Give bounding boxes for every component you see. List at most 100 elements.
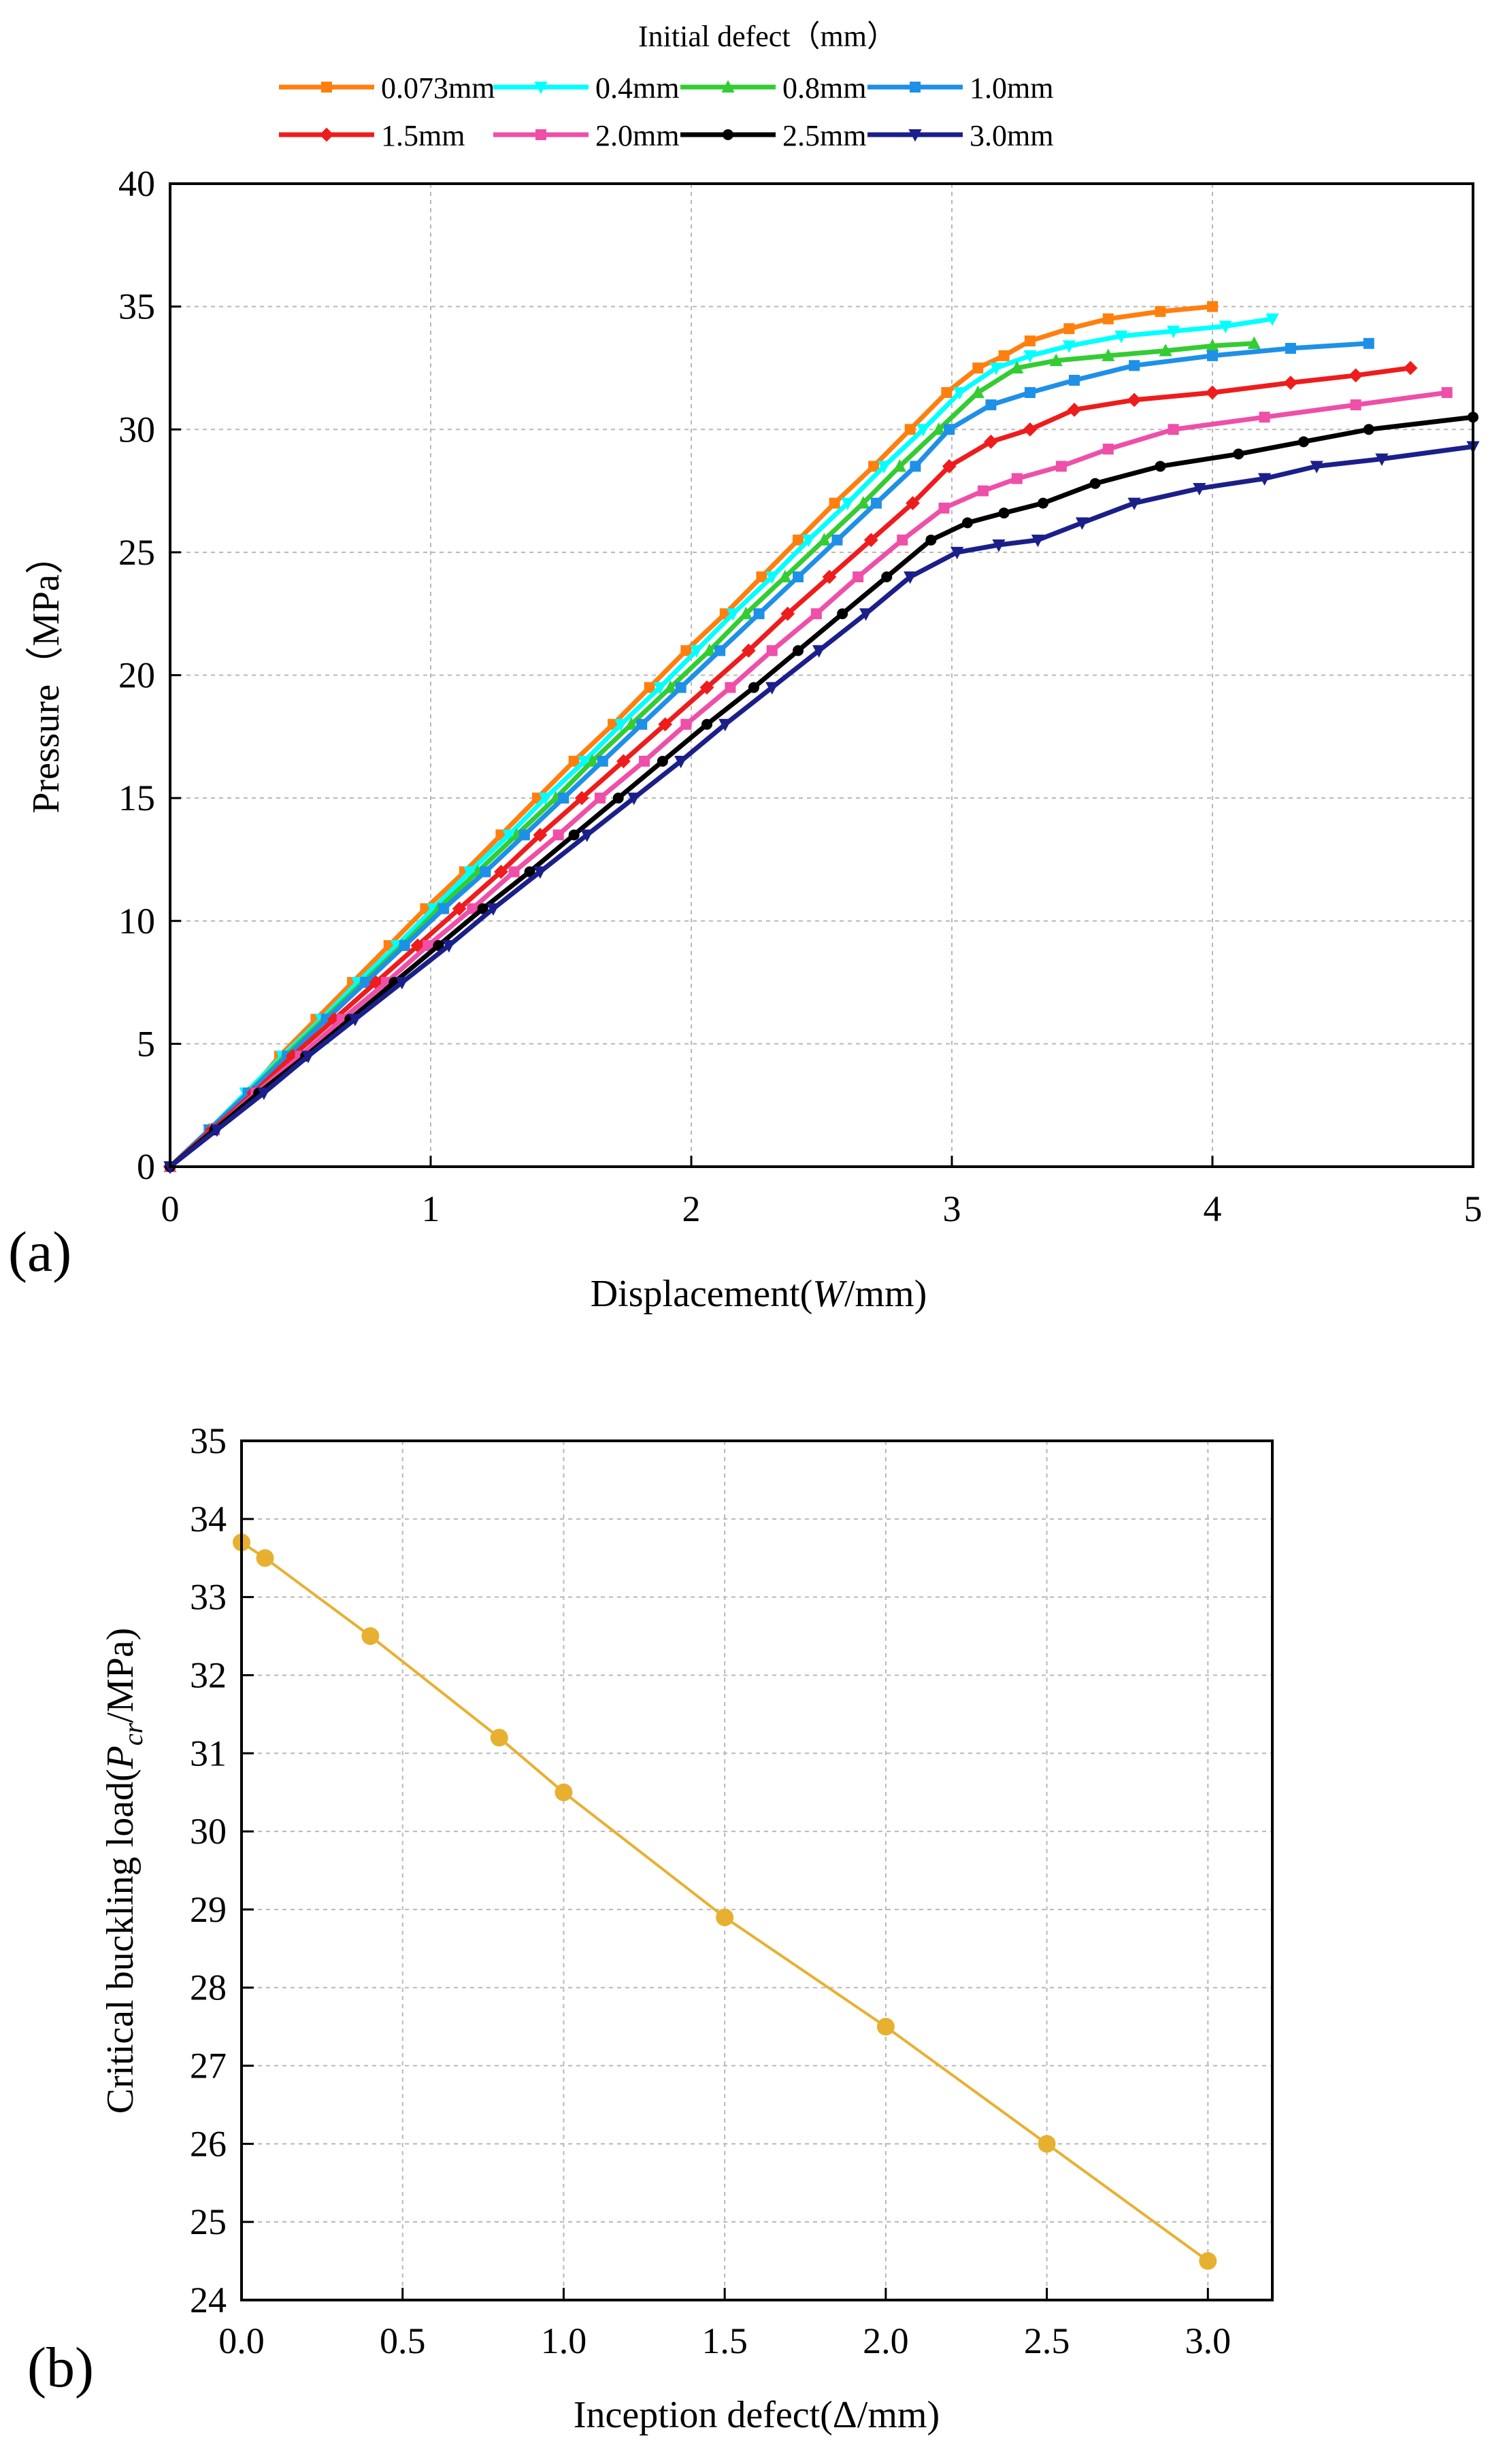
data-point <box>812 645 826 658</box>
data-point <box>552 829 564 841</box>
data-point <box>780 606 795 621</box>
data-point <box>1403 361 1418 376</box>
data-point <box>653 682 667 695</box>
data-point <box>533 866 547 879</box>
data-point <box>897 534 908 546</box>
data-point <box>627 793 641 805</box>
legend-marker <box>721 80 735 93</box>
data-point <box>971 385 985 399</box>
legend-item-1.0mm: 1.0mm <box>867 71 1053 105</box>
data-point <box>1127 393 1142 407</box>
y-tick-label: 25 <box>190 2201 227 2242</box>
data-point <box>877 461 891 473</box>
data-point <box>1363 424 1374 435</box>
data-point <box>793 571 804 582</box>
x-tick-label: 1 <box>422 1188 440 1229</box>
data-point <box>841 497 855 511</box>
y-tick-label: 27 <box>190 2046 227 2086</box>
data-point <box>810 608 822 620</box>
y-tick-label: 30 <box>118 409 155 450</box>
x-tick-label: 0.5 <box>380 2320 426 2361</box>
data-point <box>467 903 478 914</box>
data-point <box>1114 330 1128 344</box>
x-tick-label: 2.5 <box>1024 2320 1070 2361</box>
data-point <box>538 793 552 805</box>
series-2.5mm <box>165 412 1478 1172</box>
data-point <box>1031 534 1044 548</box>
data-point <box>1363 337 1374 349</box>
data-point <box>1168 424 1179 435</box>
legend-marker <box>723 129 733 140</box>
data-point <box>399 939 410 951</box>
data-point <box>932 422 946 435</box>
legend: 0.073mm 0.4mm 0.8mm 1.0mm 1.5mm 2.0mm 2.5mm 3.0… <box>279 71 1053 152</box>
data-point <box>1283 376 1298 390</box>
x-tick-label: 3.0 <box>1185 2320 1231 2361</box>
data-point <box>580 829 594 842</box>
data-point <box>765 682 779 695</box>
data-point <box>725 682 736 693</box>
data-point <box>741 643 756 658</box>
legend-title: Initial defect（mm） <box>638 20 897 53</box>
data-point <box>555 1783 573 1801</box>
panel-label-a: (a) <box>8 1220 71 1284</box>
data-point <box>1259 412 1270 423</box>
data-point <box>348 1014 362 1027</box>
data-point <box>857 496 870 509</box>
legend-marker <box>910 82 921 93</box>
data-point <box>568 755 580 767</box>
data-point <box>998 350 1010 361</box>
x-axis-title: Inception defect(Δ/mm) <box>574 2394 940 2436</box>
data-point <box>639 755 650 767</box>
data-point <box>680 645 692 656</box>
data-point <box>423 939 434 951</box>
y-tick-label: 29 <box>190 1889 227 1930</box>
data-point <box>1067 402 1082 417</box>
data-point <box>508 866 520 878</box>
data-point <box>636 718 648 730</box>
x-tick-label: 0 <box>161 1188 180 1229</box>
data-point <box>1193 482 1206 496</box>
data-point <box>906 496 920 511</box>
legend-item-2.0mm: 2.0mm <box>493 119 679 152</box>
data-point <box>870 497 882 509</box>
data-point <box>972 362 984 373</box>
x-tick-label: 2 <box>682 1188 701 1229</box>
data-point <box>1129 360 1140 371</box>
data-point <box>612 793 624 804</box>
data-point <box>1023 422 1038 437</box>
data-point <box>1166 325 1180 339</box>
data-point <box>765 571 779 584</box>
axis-ticks: 0 1 2 3 4 5 0 5 10 15 20 25 30 35 40 <box>118 163 1483 1229</box>
data-point <box>578 755 591 769</box>
data-point <box>502 829 516 842</box>
data-point <box>210 1124 224 1137</box>
data-point <box>859 608 873 621</box>
data-point <box>1350 399 1361 411</box>
data-point <box>910 461 921 472</box>
series-3.0mm <box>163 441 1480 1174</box>
data-point <box>616 754 631 769</box>
x-tick-label: 1.5 <box>701 2320 748 2361</box>
data-point <box>658 717 673 732</box>
data-point <box>1063 323 1075 335</box>
data-point <box>463 866 477 879</box>
y-tick-label: 34 <box>190 1499 227 1539</box>
data-point <box>1127 497 1141 511</box>
data-point <box>1069 375 1080 386</box>
data-point <box>961 517 973 529</box>
data-point <box>942 459 957 473</box>
x-tick-label: 3 <box>943 1188 961 1229</box>
data-point <box>452 901 467 916</box>
data-point <box>361 1627 380 1646</box>
data-point <box>486 903 500 916</box>
data-point <box>568 829 580 841</box>
legend-marker <box>321 82 332 93</box>
data-point <box>597 755 608 767</box>
data-point <box>625 717 638 730</box>
chart-a-pressure-displacement: Initial defect（mm） 0.073mm 0.4mm 0.8mm 1.0m… <box>8 20 1483 1315</box>
data-point <box>1285 343 1296 354</box>
data-point <box>1024 387 1036 399</box>
data-point <box>718 718 732 732</box>
